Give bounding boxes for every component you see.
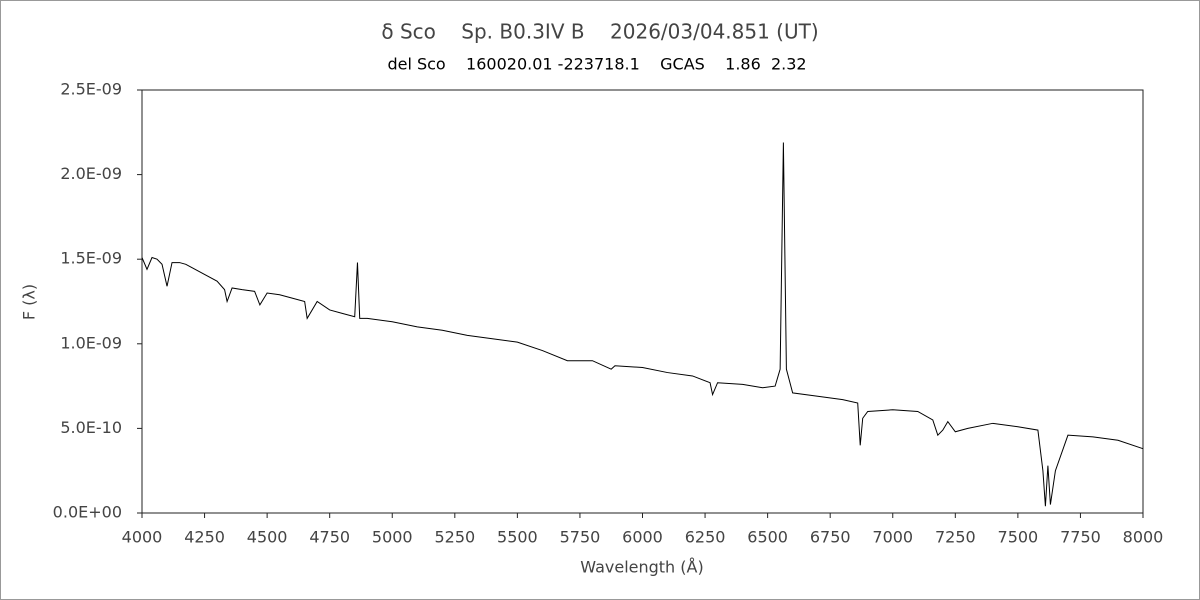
x-tick-label: 6750: [810, 528, 851, 547]
x-axis-label: Wavelength (Å): [580, 558, 703, 577]
y-tick-label: 0.0E+00: [53, 503, 122, 522]
y-tick-label: 2.0E-09: [60, 164, 122, 183]
x-tick-label: 7750: [1060, 528, 1101, 547]
x-tick-label: 8000: [1123, 528, 1164, 547]
x-tick-label: 6000: [622, 528, 663, 547]
x-tick-label: 5000: [372, 528, 413, 547]
chart-title: δ Sco Sp. B0.3IV B 2026/03/04.851 (UT): [381, 20, 818, 44]
x-tick-label: 6500: [747, 528, 788, 547]
x-tick-label: 4750: [309, 528, 350, 547]
y-tick-label: 1.5E-09: [60, 249, 122, 268]
x-tick-label: 4500: [247, 528, 288, 547]
x-tick-label: 7250: [935, 528, 976, 547]
y-tick-label: 5.0E-10: [60, 418, 122, 437]
x-tick-label: 5500: [497, 528, 538, 547]
y-tick-label: 1.0E-09: [60, 333, 122, 352]
spectrum-line: [141, 142, 1144, 507]
x-tick-label: 5250: [434, 528, 475, 547]
x-tick-label: 4250: [184, 528, 225, 547]
y-tick-label: 2.5E-09: [60, 80, 122, 99]
x-tick-label: 7000: [872, 528, 913, 547]
y-axis-label: F (λ): [20, 284, 39, 320]
x-tick-label: 7500: [998, 528, 1039, 547]
x-tick-label: 4000: [122, 528, 163, 547]
x-tick-label: 6250: [685, 528, 726, 547]
x-tick-label: 5750: [560, 528, 601, 547]
chart-subtitle: del Sco 160020.01 -223718.1 GCAS 1.86 2.…: [387, 55, 806, 74]
